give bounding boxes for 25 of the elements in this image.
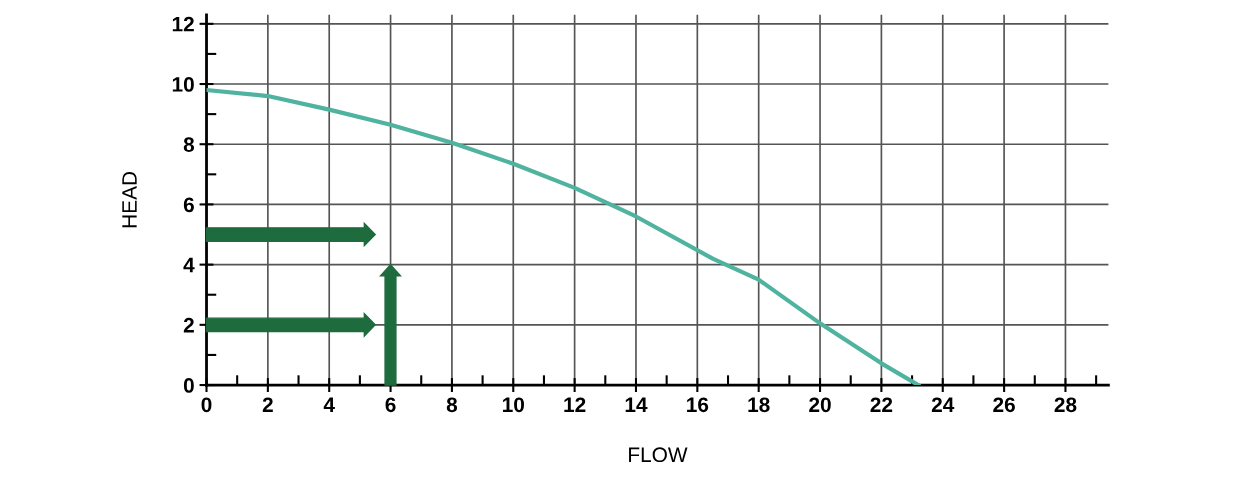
y-tick-label: 0	[183, 378, 194, 393]
x-tick-label: 8	[446, 397, 458, 413]
y-axis-title: HEAD	[122, 171, 137, 228]
y-tick-label: 4	[183, 257, 195, 273]
x-tick-label: 0	[201, 397, 212, 413]
x-tick-label: 20	[809, 397, 831, 413]
x-tick-label: 28	[1054, 397, 1077, 413]
x-tick-label: 24	[931, 397, 955, 412]
x-tick-label: 2	[262, 397, 273, 412]
y-tick-label: 12	[172, 16, 194, 32]
y-tick-label: 10	[172, 77, 194, 92]
y-tick-label: 6	[183, 197, 194, 213]
line-series	[206, 87, 921, 386]
x-tick-label: 4	[323, 397, 335, 412]
x-tick-label: 16	[687, 397, 709, 413]
x-axis-title: FLOW	[629, 447, 688, 463]
x-tick-label: 14	[625, 397, 648, 412]
x-tick-label: 22	[870, 397, 893, 412]
x-tick-label: 6	[385, 397, 396, 413]
y-tick-label: 8	[183, 137, 195, 152]
x-tick-label: 12	[564, 397, 586, 412]
x-tick-label: 26	[993, 397, 1015, 413]
x-tick-label: 18	[748, 397, 770, 413]
x-tick-label: 10	[503, 397, 525, 413]
y-tick-label: 2	[183, 317, 194, 333]
